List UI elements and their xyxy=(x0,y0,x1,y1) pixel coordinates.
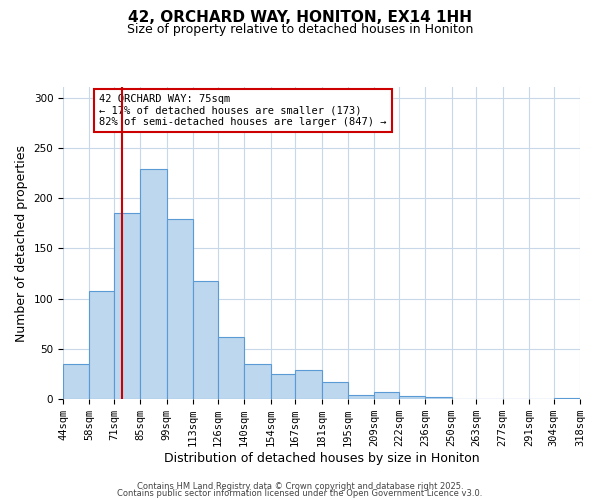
Bar xyxy=(140,169,167,399)
Text: Contains HM Land Registry data © Crown copyright and database right 2025.: Contains HM Land Registry data © Crown c… xyxy=(137,482,463,491)
Bar xyxy=(425,397,452,399)
Bar xyxy=(322,382,348,399)
Text: Size of property relative to detached houses in Honiton: Size of property relative to detached ho… xyxy=(127,22,473,36)
Bar xyxy=(63,364,89,399)
Bar xyxy=(193,280,218,399)
Bar xyxy=(218,337,244,399)
Text: 42 ORCHARD WAY: 75sqm
← 17% of detached houses are smaller (173)
82% of semi-det: 42 ORCHARD WAY: 75sqm ← 17% of detached … xyxy=(99,94,387,127)
Bar xyxy=(271,374,295,399)
Text: 42, ORCHARD WAY, HONITON, EX14 1HH: 42, ORCHARD WAY, HONITON, EX14 1HH xyxy=(128,10,472,25)
Bar xyxy=(114,213,140,399)
Bar xyxy=(374,392,399,399)
Bar xyxy=(244,364,271,399)
Bar xyxy=(295,370,322,399)
Bar xyxy=(89,290,114,399)
Bar xyxy=(167,219,193,399)
Bar xyxy=(554,398,580,399)
X-axis label: Distribution of detached houses by size in Honiton: Distribution of detached houses by size … xyxy=(164,452,479,465)
Bar xyxy=(399,396,425,399)
Text: Contains public sector information licensed under the Open Government Licence v3: Contains public sector information licen… xyxy=(118,490,482,498)
Bar xyxy=(348,395,374,399)
Y-axis label: Number of detached properties: Number of detached properties xyxy=(15,145,28,342)
